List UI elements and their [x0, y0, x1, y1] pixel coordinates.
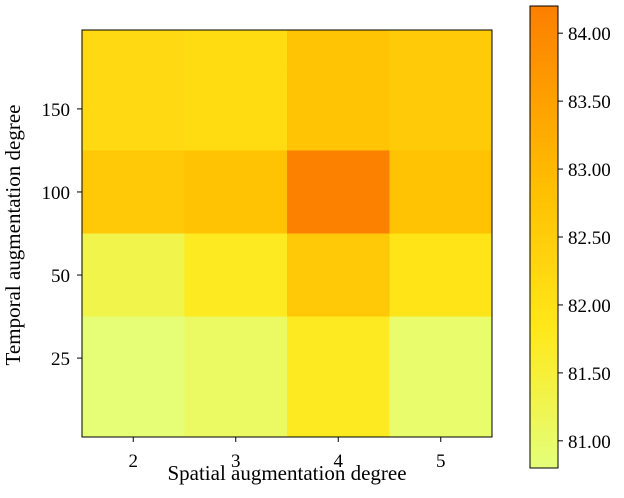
- heatmap-cell-100-3: [184, 150, 288, 234]
- heatmap-cell-150-5: [389, 67, 493, 151]
- y-tick-label: 100: [42, 183, 71, 204]
- colorbar-ticks: 81.00 81.50 82.00 82.50 83.00 83.50 84.00: [558, 24, 611, 453]
- heatmap-cell-bottom-extension: [389, 399, 493, 437]
- heatmap-cell-25-4: [287, 316, 390, 401]
- colorbar-tick-label: 84.00: [568, 24, 611, 45]
- colorbar-tick-label: 83.50: [568, 92, 611, 113]
- heatmap-cell-25-3: [184, 316, 288, 401]
- colorbar-tick-label: 83.00: [568, 160, 611, 181]
- y-tick-label: 50: [51, 266, 70, 287]
- heatmap-cell-150-3: [184, 67, 288, 151]
- heatmap-cell-50-5: [389, 233, 493, 318]
- colorbar: [529, 5, 559, 469]
- heatmap-cell-bottom-extension: [82, 399, 185, 437]
- heatmap-cell-bottom-extension: [287, 399, 390, 437]
- colorbar-tick-label: 81.00: [568, 432, 611, 453]
- x-tick-label: 2: [129, 451, 139, 472]
- heatmap-cell-50-2: [82, 233, 185, 318]
- heatmap-cell-25-2: [82, 316, 185, 401]
- heatmap-cells: [82, 30, 493, 437]
- heatmap-cell-25-5: [389, 316, 493, 401]
- heatmap-cell-100-2: [82, 150, 185, 234]
- heatmap-cell-50-3: [184, 233, 288, 318]
- heatmap-cell-top-extension: [184, 30, 288, 68]
- heatmap-cell-top-extension: [389, 30, 493, 68]
- y-axis-ticks: 150 100 50 25: [42, 100, 82, 370]
- x-tick-label: 3: [231, 451, 241, 472]
- heatmap-cell-top-extension: [82, 30, 185, 68]
- heatmap-cell-150-4: [287, 67, 390, 151]
- colorbar-tick-label: 82.50: [568, 228, 611, 249]
- heatmap-cell-100-5: [389, 150, 493, 234]
- heatmap-cell-top-extension: [287, 30, 390, 68]
- colorbar-tick-label: 81.50: [568, 364, 611, 385]
- y-tick-label: 150: [42, 100, 71, 121]
- x-tick-label: 4: [334, 451, 344, 472]
- heatmap-cell-150-2: [82, 67, 185, 151]
- heatmap-cell-50-4: [287, 233, 390, 318]
- colorbar-tick-label: 82.00: [568, 296, 611, 317]
- plot-frame: [81, 29, 493, 438]
- heatmap-cell-bottom-extension: [184, 399, 288, 437]
- y-tick-label: 25: [51, 349, 70, 370]
- x-tick-label: 5: [436, 451, 446, 472]
- x-axis-label: Spatial augmentation degree: [167, 461, 406, 485]
- heatmap-cell-100-4: [287, 150, 390, 234]
- x-axis-ticks: 2 3 4 5: [129, 437, 446, 472]
- y-axis-label: Temporal augmentation degree: [1, 105, 25, 366]
